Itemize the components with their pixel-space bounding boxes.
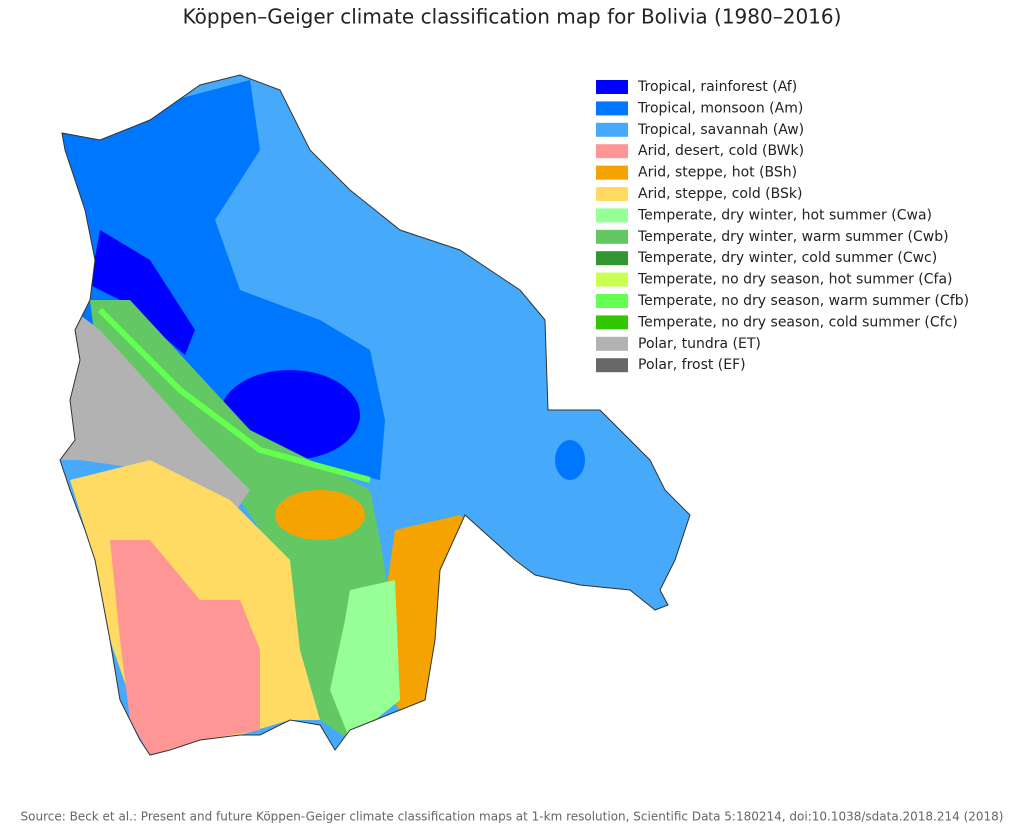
- legend-swatch: [596, 336, 628, 351]
- legend-label: Tropical, savannah (Aw): [637, 122, 804, 138]
- legend-swatch: [596, 229, 628, 244]
- legend-swatch: [596, 272, 628, 287]
- source-note: Source: Beck et al.: Present and future …: [21, 810, 1004, 824]
- legend-label: Temperate, no dry season, warm summer (C…: [637, 293, 969, 309]
- region-et: [60, 300, 250, 520]
- legend-swatch: [596, 358, 628, 373]
- map-title: Köppen–Geiger climate classification map…: [183, 5, 842, 29]
- region-af: [90, 230, 195, 355]
- legend-swatch: [596, 80, 628, 94]
- legend-label: Temperate, no dry season, hot summer (Cf…: [637, 272, 953, 288]
- legend-label: Temperate, dry winter, warm summer (Cwb): [637, 229, 949, 245]
- legend: Tropical, rainforest (Af) Tropical, monso…: [596, 79, 969, 373]
- legend-label: Tropical, monsoon (Am): [637, 100, 803, 116]
- legend-swatch: [596, 101, 628, 116]
- region-cfb: [97, 307, 371, 483]
- legend-swatch: [596, 165, 628, 180]
- region-bwk: [110, 540, 260, 755]
- legend-swatch: [596, 122, 628, 137]
- legend-label: Arid, steppe, cold (BSk): [638, 186, 802, 202]
- legend-label: Temperate, dry winter, hot summer (Cwa): [637, 207, 932, 223]
- legend-label: Polar, tundra (ET): [638, 336, 761, 352]
- legend-label: Arid, desert, cold (BWk): [638, 143, 804, 159]
- legend-swatch: [596, 294, 628, 308]
- legend-swatch: [596, 144, 628, 159]
- legend-label: Temperate, no dry season, cold summer (C…: [637, 314, 958, 330]
- legend-label: Tropical, rainforest (Af): [637, 79, 797, 95]
- legend-label: Temperate, dry winter, cold summer (Cwc): [637, 250, 937, 266]
- legend-swatch: [596, 187, 628, 201]
- legend-label: Arid, steppe, hot (BSh): [638, 165, 797, 181]
- legend-swatch: [596, 315, 628, 330]
- region-am: [555, 440, 585, 480]
- legend-swatch: [596, 251, 628, 266]
- region-bsh: [275, 490, 365, 540]
- region-cwa: [330, 580, 400, 740]
- legend-swatch: [596, 208, 628, 223]
- legend-label: Polar, frost (EF): [638, 357, 746, 373]
